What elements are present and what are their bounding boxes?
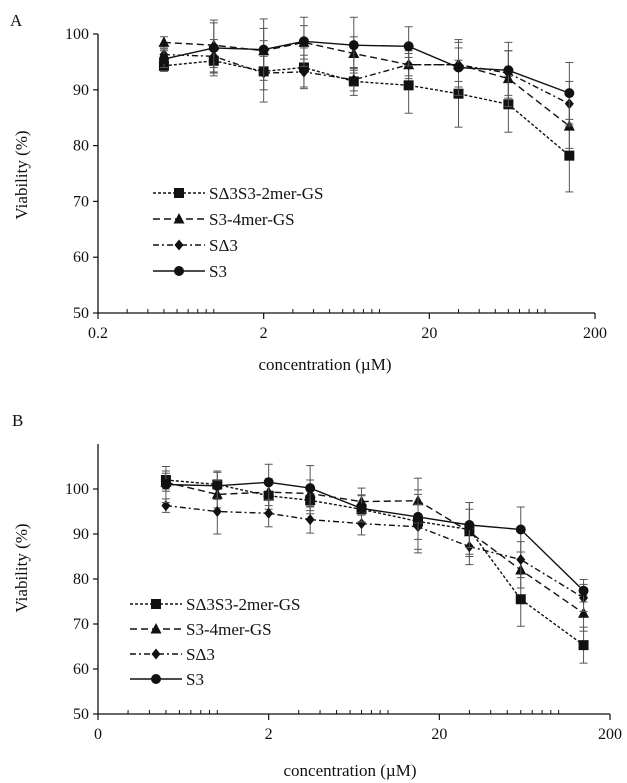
panel-b-ticks: 50 60 70 80 90 100 0 2 20 200 — [65, 444, 622, 743]
panel-a-data-point — [453, 62, 464, 73]
panel-a-data-point — [258, 44, 269, 55]
panel-a-y-tick-label: 50 — [73, 305, 89, 322]
panel-b-data-point — [160, 479, 171, 490]
panel-b-data-point — [578, 585, 589, 596]
panel-b-y-tick-label: 70 — [73, 616, 89, 633]
panel-a-legend-item: SΔ3S3-2mer-GS — [153, 184, 323, 203]
panel-b-data-point — [464, 520, 475, 530]
panel-b-legend-label: SΔ3 — [186, 645, 215, 664]
panel-a-y-tick-label: 90 — [73, 82, 89, 99]
panel-b-legend-marker — [151, 599, 161, 609]
panel-a-y-tick-label: 80 — [73, 138, 89, 155]
panel-b-series-line — [165, 479, 585, 646]
panel-b-y-tick-label: 90 — [73, 526, 89, 543]
panel-a-data-point — [298, 36, 309, 47]
panel-b-legend: SΔ3S3-2mer-GS S3-4mer-GS SΔ3 S3 — [130, 595, 300, 689]
panel-b-series-4 — [160, 463, 589, 603]
panel-b-xlabel: concentration (µM) — [284, 761, 417, 780]
panel-b-data-point — [515, 524, 526, 535]
panel-b-label: B — [12, 411, 23, 430]
panel-a-data-point — [158, 54, 169, 65]
panel-b-x-tick-label: 20 — [431, 726, 447, 743]
panel-b-series-line — [165, 481, 584, 614]
panel-b-data-point — [212, 506, 222, 517]
panel-a-legend-marker — [174, 188, 184, 198]
panel-a-x-tick-label: 2 — [260, 325, 268, 342]
panel-a-legend-item: S3 — [153, 262, 227, 281]
panel-a-legend-item: SΔ3 — [153, 236, 238, 255]
panel-a-y-tick-label: 60 — [73, 249, 89, 266]
panel-a-legend-label: S3-4mer-GS — [209, 210, 295, 229]
panel-b-data-point — [357, 518, 367, 530]
panel-b-data-point — [263, 477, 274, 488]
panel-b-legend-marker — [151, 674, 161, 684]
panel-a-plot — [158, 16, 575, 193]
panel-a-legend-item: S3-4mer-GS — [153, 210, 295, 229]
panel-b-data-point — [578, 607, 590, 618]
panel-b-y-tick-label: 80 — [73, 571, 89, 588]
panel-b-data-point — [305, 483, 316, 494]
panel-b-data-point — [264, 507, 274, 519]
panel-b-legend-item: SΔ3S3-2mer-GS — [130, 595, 300, 614]
panel-a-legend-label: S3 — [209, 262, 227, 281]
panel-a-legend-marker — [174, 266, 184, 276]
panel-a-ylabel: Viability (%) — [12, 130, 31, 219]
panel-a-data-point — [403, 41, 414, 52]
panel-b-y-tick-label: 60 — [73, 661, 89, 678]
panel-b-data-point — [516, 554, 526, 566]
panel-a-xlabel: concentration (µM) — [259, 355, 392, 374]
panel-a-legend-label: SΔ3 — [209, 236, 238, 255]
panel-a-data-point — [348, 40, 359, 51]
panel-b-y-tick-label: 50 — [73, 706, 89, 723]
panel-a-legend: SΔ3S3-2mer-GS S3-4mer-GS SΔ3 S3 — [153, 184, 323, 281]
panel-b-ylabel: Viability (%) — [12, 523, 31, 612]
panel-a-y-tick-label: 100 — [65, 26, 89, 43]
panel-b-legend-item: S3-4mer-GS — [130, 620, 272, 639]
panel-b-data-point — [413, 511, 424, 522]
panel-a-data-point — [564, 150, 575, 161]
panel-b-data-point — [515, 594, 526, 605]
panel-b-legend-marker — [151, 648, 161, 660]
panel-a-data-point — [208, 42, 219, 53]
panel-a-x-tick-label: 20 — [421, 325, 437, 342]
panel-a: A Viability (%) concentration (µM) 50 60 7… — [10, 11, 607, 374]
panel-a-series-4 — [158, 16, 575, 125]
panel-a-legend-label: SΔ3S3-2mer-GS — [209, 184, 323, 203]
panel-a-y-tick-label: 70 — [73, 193, 89, 210]
panel-b-data-point — [212, 480, 223, 491]
panel-b-data-point — [578, 640, 589, 651]
panel-a-legend-marker — [174, 239, 184, 251]
panel-b: B Viability (%) concentration (µM) 50 60 7… — [12, 411, 622, 780]
panel-a-x-tick-label: 200 — [583, 325, 607, 342]
panel-b-data-point — [356, 503, 367, 514]
panel-b-plot — [160, 463, 590, 664]
panel-a-series-1 — [158, 40, 575, 193]
panel-a-data-point — [564, 88, 575, 99]
panel-b-legend-label: S3-4mer-GS — [186, 620, 272, 639]
panel-a-ticks: 50 60 70 80 90 100 0.2 2 20 200 — [65, 26, 607, 342]
panel-a-x-tick-label: 0.2 — [88, 325, 108, 342]
panel-a-legend-marker — [173, 213, 185, 224]
panel-b-legend-marker — [150, 623, 162, 634]
panel-b-x-tick-label: 2 — [265, 726, 273, 743]
panel-b-x-tick-label: 200 — [598, 726, 622, 743]
panel-b-legend-item: SΔ3 — [130, 645, 215, 664]
panel-b-legend-label: S3 — [186, 670, 204, 689]
panel-b-y-tick-label: 100 — [65, 481, 89, 498]
panel-b-data-point — [305, 514, 315, 526]
panel-b-legend-item: S3 — [130, 670, 204, 689]
panel-a-data-point — [403, 80, 414, 91]
panel-a-data-point — [349, 74, 359, 86]
panel-b-legend-label: SΔ3S3-2mer-GS — [186, 595, 300, 614]
panel-a-label: A — [10, 11, 23, 30]
panel-a-data-point — [503, 65, 514, 76]
panel-a-data-point — [299, 66, 309, 78]
panel-a-data-point — [158, 36, 170, 47]
panel-b-x-tick-label: 0 — [94, 726, 102, 743]
panel-a-series-line — [163, 60, 570, 157]
panel-a-series-2 — [158, 22, 575, 149]
